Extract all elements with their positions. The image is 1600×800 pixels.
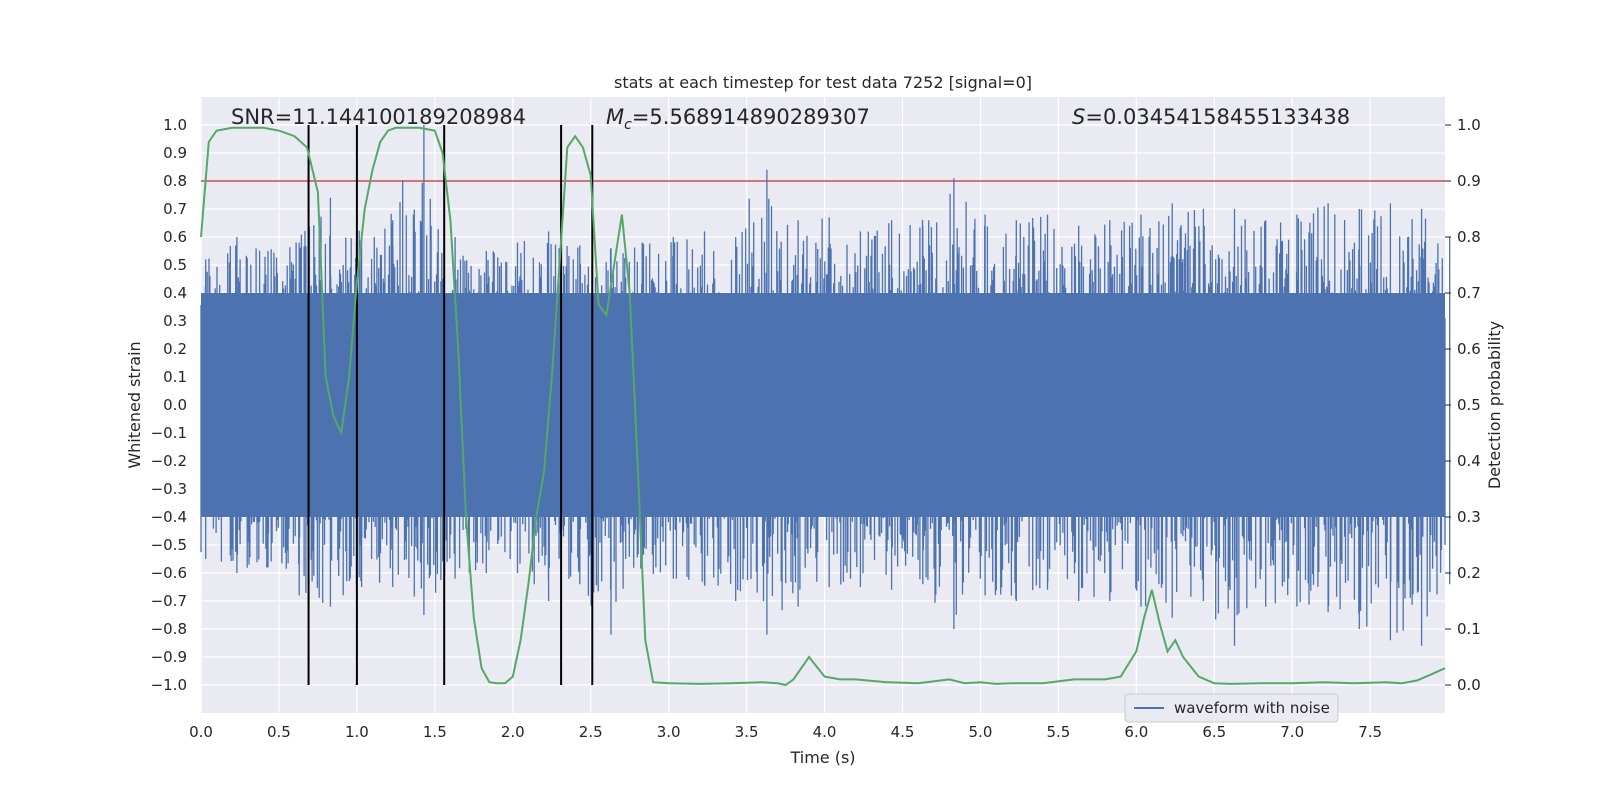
y-tick-labels: 1.0 0.9 0.8 0.7 0.6 0.5 0.4 0.3 0.2 0.1 0.0 −0.1 −0.… xyxy=(151,116,187,694)
s-annotation: S=0.03454158455133438 xyxy=(1072,105,1350,129)
y-tick-label: 0.1 xyxy=(163,368,187,386)
waveform-line xyxy=(200,125,1451,646)
y-tick-label: −1.0 xyxy=(151,676,187,694)
waveform-series xyxy=(200,125,1451,646)
snr-annotation: SNR=11.144100189208984 xyxy=(231,105,526,129)
x-tick-label: 6.5 xyxy=(1202,723,1226,741)
legend-box xyxy=(1124,693,1339,723)
x-tick-label: 0.5 xyxy=(267,723,291,741)
detection-probability-line xyxy=(200,126,1446,687)
y-tick-label: −0.6 xyxy=(151,564,187,582)
vertical-markers xyxy=(307,125,594,685)
y2-tick-label: 0.9 xyxy=(1457,172,1481,190)
x-tick-label: 3.0 xyxy=(657,723,681,741)
y2-tick-label: 1.0 xyxy=(1457,116,1481,134)
x-tick-label: 1.5 xyxy=(423,723,447,741)
x-tick-label: 5.0 xyxy=(969,723,993,741)
y-tick-label: 0.5 xyxy=(163,256,187,274)
y-tick-label: −0.4 xyxy=(151,508,187,526)
y-tick-label: −0.7 xyxy=(151,592,187,610)
chirp-mass-symbol: M xyxy=(606,105,624,129)
y2-tick-label: 0.6 xyxy=(1457,340,1481,358)
y-tick-label: 0.3 xyxy=(163,312,187,330)
y2-tick-label: 0.2 xyxy=(1457,564,1481,582)
y2-tick-label: 0.3 xyxy=(1457,508,1481,526)
y-tick-label: 0.4 xyxy=(163,284,187,302)
y-tick-label: −0.8 xyxy=(151,620,187,638)
y2-tick-label: 0.1 xyxy=(1457,620,1481,638)
y2-tick-label: 0.8 xyxy=(1457,228,1481,246)
y-tick-label: 1.0 xyxy=(163,116,187,134)
x-axis-label: Time (s) xyxy=(789,748,855,767)
x-tick-label: 2.5 xyxy=(579,723,603,741)
x-tick-label: 0.0 xyxy=(189,723,213,741)
y-tick-label: −0.1 xyxy=(151,424,187,442)
s-symbol: S xyxy=(1072,105,1085,129)
y2-tick-label: 0.5 xyxy=(1457,396,1481,414)
chirp-mass-value: =5.568914890289307 xyxy=(632,105,870,129)
y2-tick-label: 0.7 xyxy=(1457,284,1481,302)
x-tick-label: 6.0 xyxy=(1124,723,1148,741)
x-tick-label: 4.5 xyxy=(891,723,915,741)
y-tick-label: 0.2 xyxy=(163,340,187,358)
x-tick-label: 4.0 xyxy=(813,723,837,741)
y-tick-label: 0.8 xyxy=(163,172,187,190)
y2-tick-labels: 1.0 0.9 0.8 0.7 0.6 0.5 0.4 0.3 0.2 0.1 0.0 xyxy=(1445,116,1481,694)
y2-axis-label: Detection probability xyxy=(1485,321,1504,489)
y-tick-label: 0.7 xyxy=(163,200,187,218)
x-tick-label: 2.0 xyxy=(501,723,525,741)
y-tick-label: −0.9 xyxy=(151,648,187,666)
chart-title: stats at each timestep for test data 725… xyxy=(614,73,1032,92)
y-tick-label: 0.0 xyxy=(163,396,187,414)
y-tick-label: 0.6 xyxy=(163,228,187,246)
y-axis-label: Whitened strain xyxy=(125,341,144,468)
y2-tick-label: 0.4 xyxy=(1457,452,1481,470)
chirp-mass-annotation: Mc=5.568914890289307 xyxy=(606,105,870,133)
y-tick-label: −0.5 xyxy=(151,536,187,554)
legend: waveform with noise xyxy=(1124,693,1339,723)
y-tick-label: 0.9 xyxy=(163,144,187,162)
x-tick-label: 7.0 xyxy=(1280,723,1304,741)
chirp-mass-subscript: c xyxy=(624,117,632,133)
x-tick-label: 7.5 xyxy=(1358,723,1382,741)
x-tick-labels: 0.0 0.5 1.0 1.5 2.0 2.5 3.0 3.5 4.0 4.5 5.0 5.5 6.0 6… xyxy=(189,723,1382,741)
detection-probability-series xyxy=(200,126,1446,687)
x-tick-label: 3.5 xyxy=(735,723,759,741)
y2-tick-label: 0.0 xyxy=(1457,676,1481,694)
x-tick-label: 5.5 xyxy=(1046,723,1070,741)
x-tick-label: 1.0 xyxy=(345,723,369,741)
s-value: =0.03454158455133438 xyxy=(1085,105,1350,129)
legend-label-waveform: waveform with noise xyxy=(1174,699,1330,717)
y-tick-label: −0.3 xyxy=(151,480,187,498)
y-tick-label: −0.2 xyxy=(151,452,187,470)
